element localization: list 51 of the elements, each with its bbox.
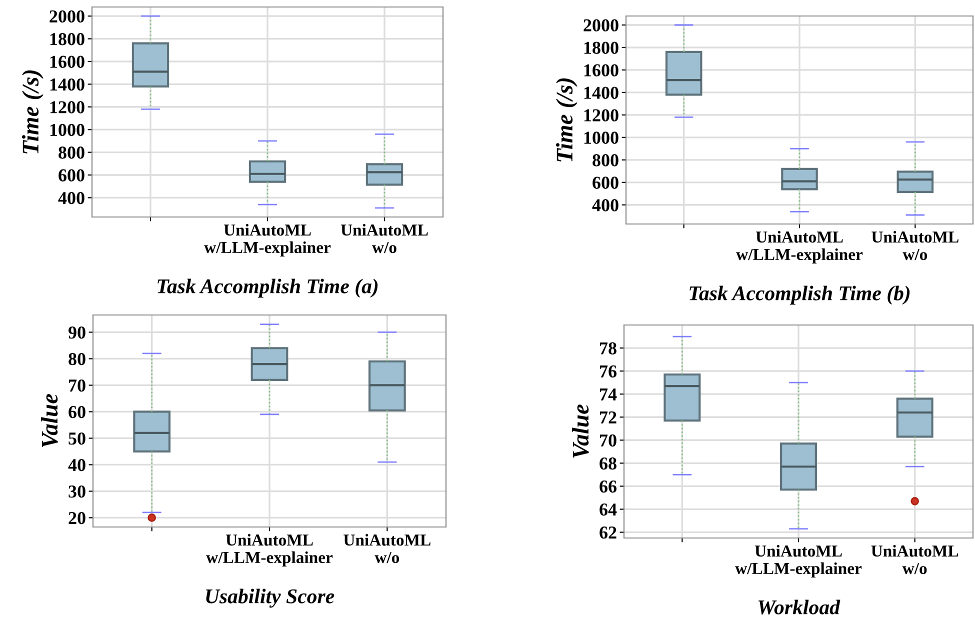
- y-tick-label: 50: [68, 432, 86, 445]
- y-axis-title: Time (/s): [556, 78, 578, 162]
- x-axis-title: Workload: [758, 600, 840, 614]
- y-tick-label: 2000: [50, 10, 84, 23]
- y-tick-label: 1200: [584, 109, 618, 122]
- y-axis-title: Time (/s): [22, 70, 44, 154]
- y-tick-label: 76: [600, 365, 617, 378]
- y-tick-label: 60: [68, 406, 86, 418]
- x-tick-label: UniAutoML w/o: [344, 534, 430, 564]
- x-axis-title: Task Accomplish Time (b): [690, 286, 910, 305]
- y-tick-label: 1800: [584, 42, 618, 54]
- y-axis-title: Value: [572, 404, 589, 458]
- x-tick-label: UniAutoML w/LLM-explainer: [206, 534, 333, 566]
- x-axis-title: Usability Score: [206, 588, 334, 608]
- x-tick-label: UniAutoML w/LLM-explainer: [735, 544, 862, 578]
- y-tick-label: 1400: [584, 86, 618, 99]
- y-tick-label: 62: [600, 526, 616, 539]
- y-tick-label: 64: [600, 504, 617, 516]
- y-tick-label: 1400: [50, 78, 84, 91]
- y-tick-label: 80: [68, 352, 86, 366]
- y-tick-label: 68: [600, 457, 616, 470]
- y-tick-label: 600: [58, 169, 84, 182]
- y-tick-label: 400: [592, 199, 618, 212]
- x-axis-title: Task Accomplish Time (a): [158, 278, 378, 298]
- y-tick-label: 1200: [50, 101, 84, 114]
- y-tick-label: 70: [600, 434, 616, 447]
- y-tick-label: 20: [68, 512, 86, 524]
- y-tick-label: 70: [69, 379, 86, 392]
- x-tick-label: UniAutoML w/o: [340, 224, 428, 254]
- y-tick-label: 400: [58, 192, 84, 204]
- y-tick-label: 1600: [50, 56, 84, 68]
- y-tick-label: 30: [68, 485, 86, 498]
- y-tick-label: 1000: [584, 132, 618, 144]
- y-tick-label: 74: [600, 388, 617, 400]
- y-tick-label: 800: [58, 146, 84, 159]
- y-tick-label: 72: [600, 411, 616, 424]
- y-tick-label: 90: [68, 326, 86, 339]
- y-tick-label: 66: [600, 480, 617, 493]
- y-tick-label: 800: [592, 154, 618, 166]
- x-tick-label: UniAutoML w/LLM-explainer: [736, 230, 863, 264]
- y-tick-label: 1000: [50, 124, 84, 136]
- x-tick-label: UniAutoML w/o: [871, 544, 958, 574]
- y-axis-title: Value: [41, 394, 58, 448]
- y-tick-label: 600: [592, 176, 618, 189]
- x-tick-label: UniAutoML w/o: [872, 230, 958, 260]
- y-tick-label: 40: [68, 458, 86, 472]
- y-tick-label: 2000: [584, 19, 618, 32]
- y-tick-label: 1600: [584, 64, 618, 76]
- y-tick-label: 1800: [50, 33, 84, 46]
- y-tick-label: 78: [600, 342, 616, 354]
- x-tick-label: UniAutoML w/LLM-explainer: [204, 224, 331, 256]
